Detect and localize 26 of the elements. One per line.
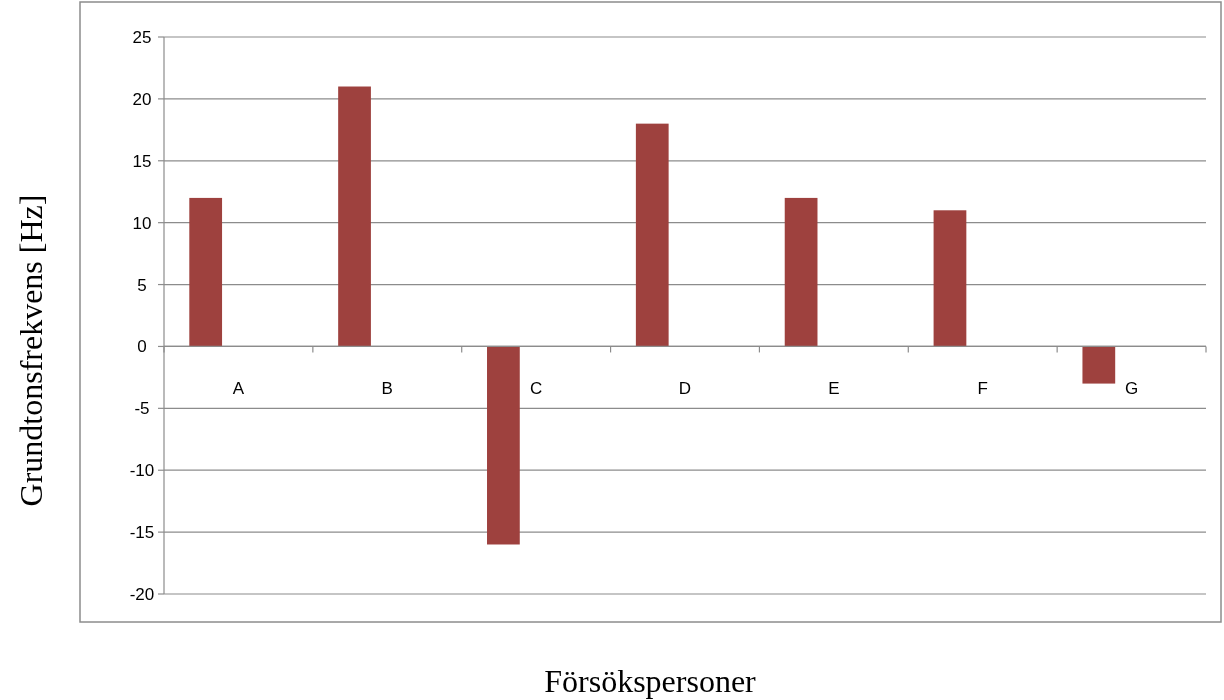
bar — [1082, 346, 1116, 384]
y-tick-label: 20 — [132, 89, 152, 109]
y-tick-label: 0 — [137, 337, 147, 357]
y-tick-label: -5 — [134, 399, 150, 419]
y-tick-label: 5 — [137, 275, 147, 295]
x-tick-label: D — [678, 379, 692, 399]
x-axis-title: Försökspersoner — [544, 663, 757, 699]
bar — [189, 197, 223, 347]
y-tick-label: 15 — [132, 151, 152, 171]
x-tick-label: F — [977, 379, 988, 399]
y-tick-label: -15 — [129, 523, 155, 543]
y-tick-label: 10 — [132, 213, 152, 233]
y-tick-label: 25 — [132, 27, 152, 47]
y-tick-label: -10 — [129, 461, 155, 481]
x-tick-label: B — [381, 379, 393, 399]
bar — [338, 86, 371, 347]
x-tick-label: G — [1124, 379, 1139, 399]
x-tick-label: E — [828, 379, 840, 399]
y-tick-label: -20 — [129, 584, 155, 604]
x-tick-label: C — [530, 379, 543, 399]
bar — [635, 123, 669, 347]
bar — [487, 346, 520, 545]
y-axis-title: Grundtonsfrekvens [Hz] — [13, 194, 49, 507]
bar — [784, 197, 818, 347]
bar — [933, 210, 967, 347]
x-tick-label: A — [232, 379, 245, 399]
